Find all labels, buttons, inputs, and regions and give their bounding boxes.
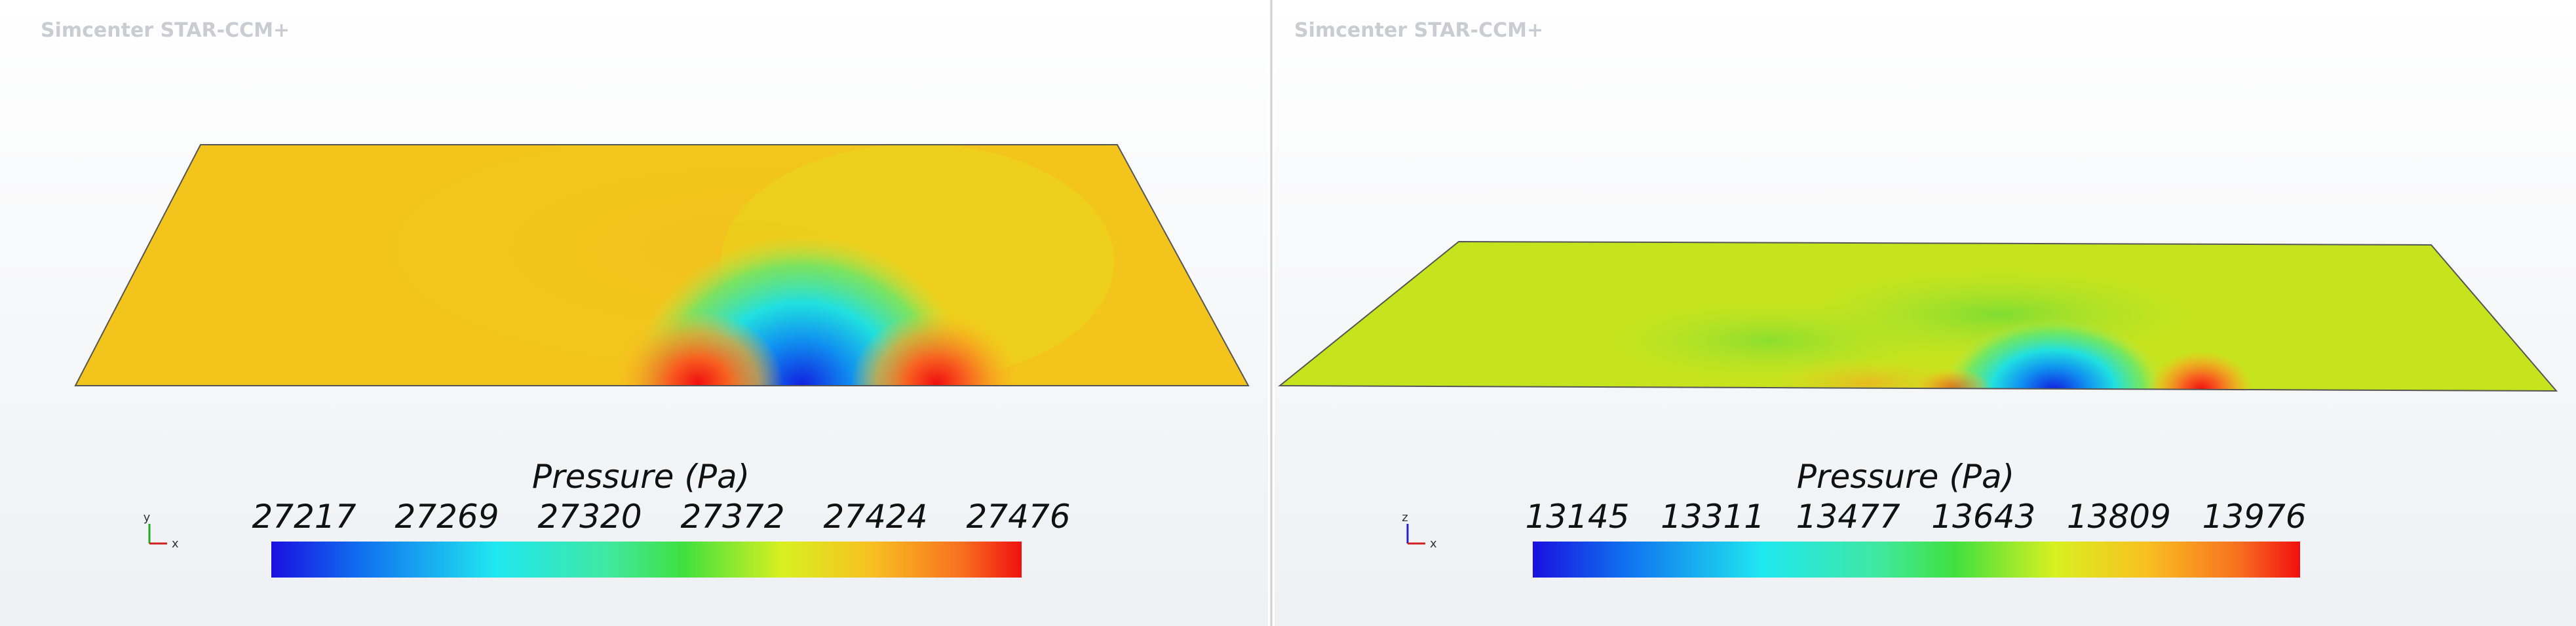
watermark: Simcenter STAR-CCM+ <box>41 19 290 42</box>
colorbar-tick-label: 13311 <box>1661 498 1765 536</box>
triad-label: y <box>144 511 151 525</box>
colorbar-tick-label: 27320 <box>537 498 642 536</box>
colorbar <box>1533 542 2300 578</box>
colorbar-tick-label: 27476 <box>966 498 1070 536</box>
plane-outline <box>1278 240 2558 392</box>
plane-outline <box>74 144 1250 386</box>
colorbar <box>271 542 1022 578</box>
colorbar-tick-label: 13477 <box>1796 498 1900 536</box>
colorbar-tick-label: 13145 <box>1525 498 1629 536</box>
colorbar-tick-label: 27217 <box>252 498 356 536</box>
triad-label: x <box>1430 537 1437 551</box>
colorbar-title: Pressure (Pa) <box>1797 458 2014 496</box>
colorbar-tick-label: 13976 <box>2202 498 2306 536</box>
triad-label: z <box>1402 511 1408 525</box>
colorbar-title: Pressure (Pa) <box>532 458 750 496</box>
triad-label: x <box>172 537 179 551</box>
colorbar-tick-label: 13643 <box>1931 498 2035 536</box>
colorbar-tick-label: 27424 <box>823 498 927 536</box>
colorbar-tick-label: 27269 <box>394 498 499 536</box>
colorbar-tick-label: 13809 <box>2067 498 2171 536</box>
colorbar-tick-label: 27372 <box>680 498 784 536</box>
watermark: Simcenter STAR-CCM+ <box>1294 19 1543 42</box>
axis-triad <box>148 524 1425 545</box>
contour-plane <box>75 145 1248 386</box>
